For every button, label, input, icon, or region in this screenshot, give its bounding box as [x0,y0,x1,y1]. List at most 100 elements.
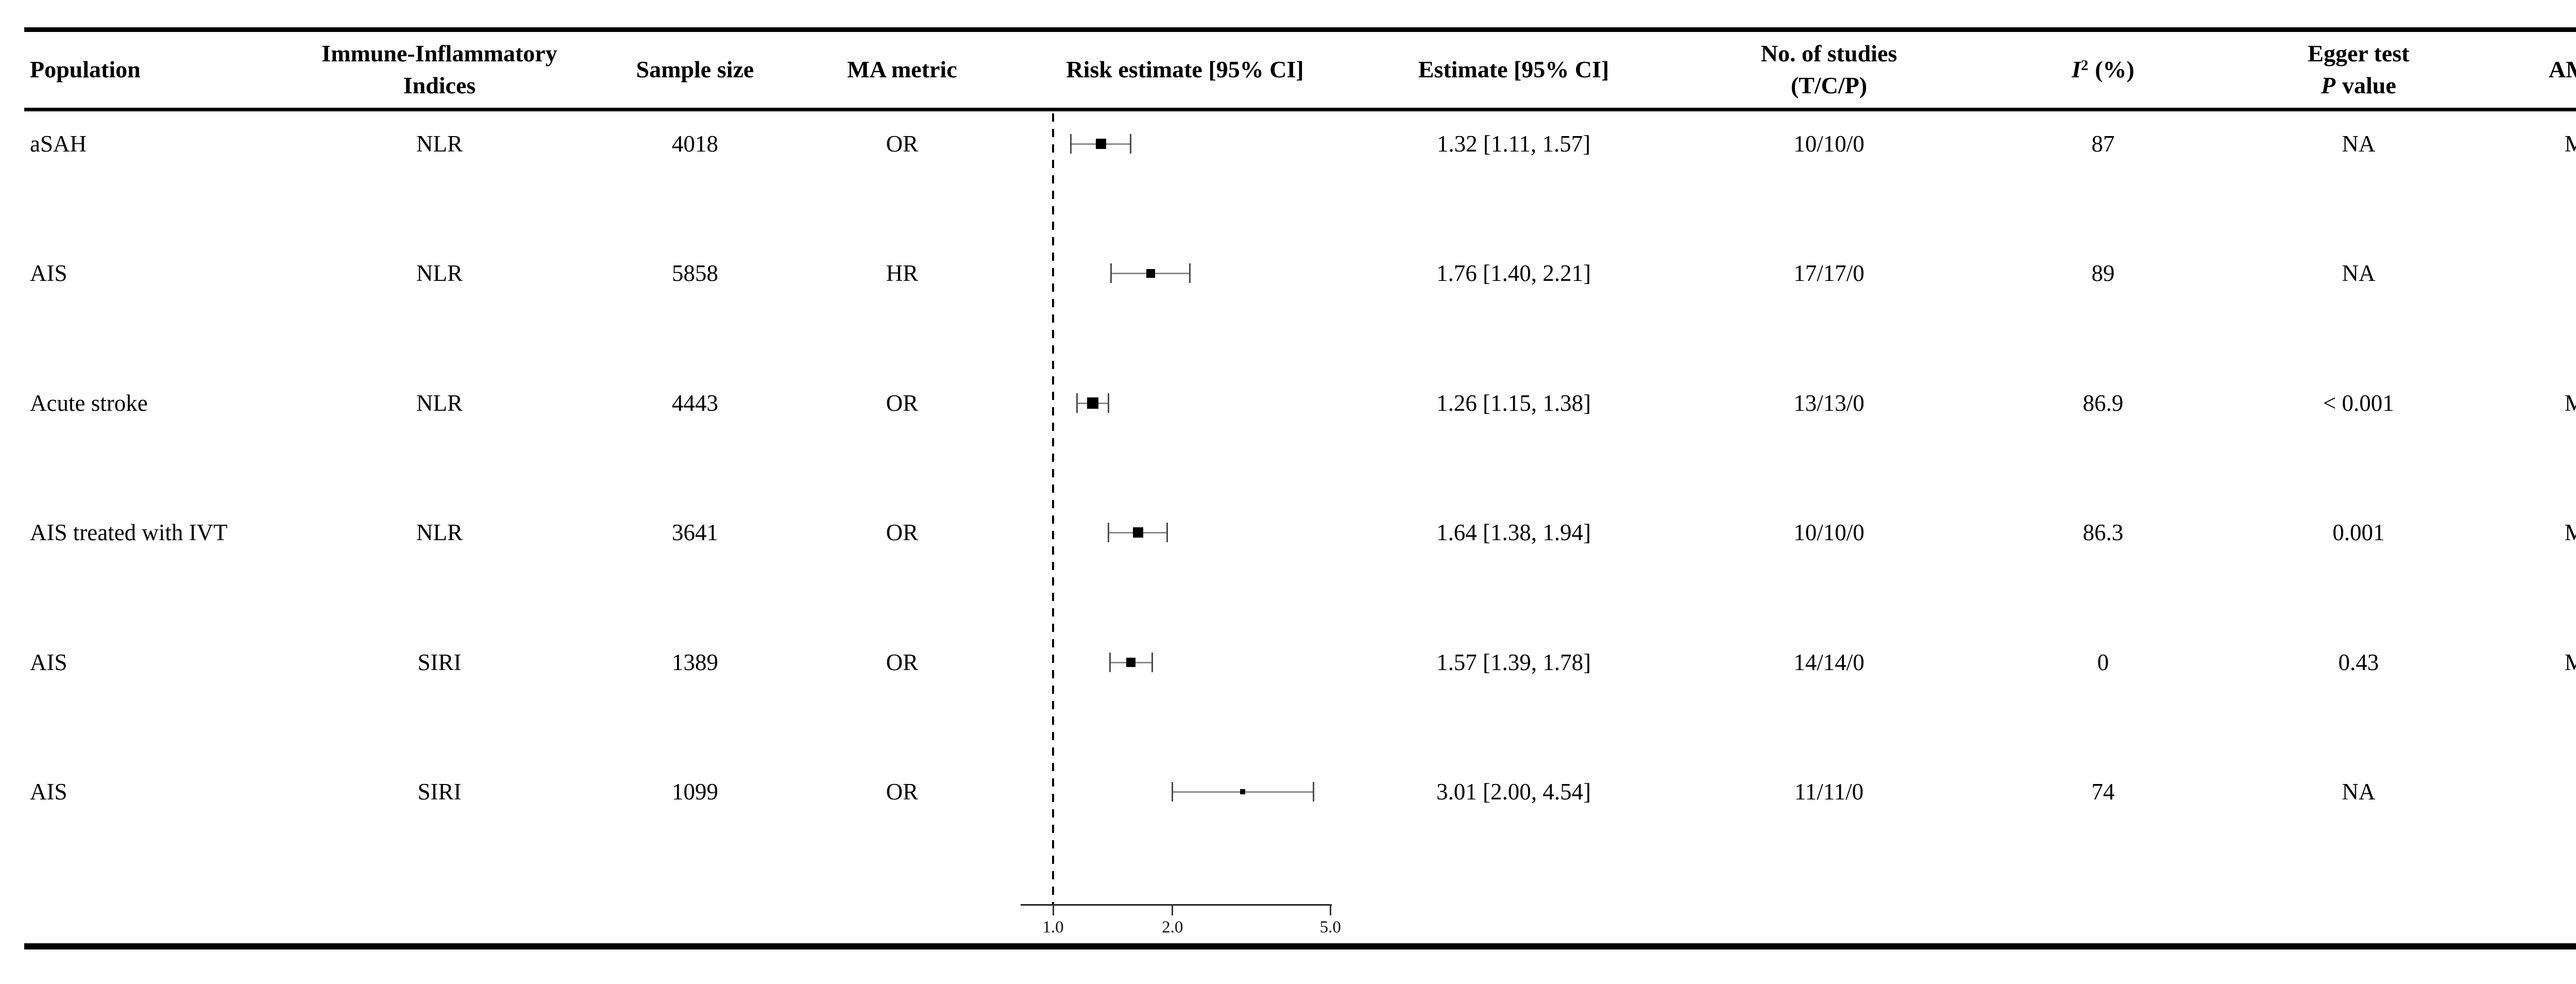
column-header-ma-metric: MA metric [847,56,957,82]
ci-cap-left [1109,653,1111,672]
cell-index: SIRI [417,779,462,805]
cell-ma-metric: OR [886,779,919,805]
cell-sample-size: 1389 [672,649,718,675]
column-header-risk-estimate: Risk estimate [95% CI] [1066,56,1304,82]
cell-studies: 14/14/0 [1793,649,1865,675]
point-estimate-square [1133,527,1144,538]
cell-estimate: 1.57 [1.39, 1.78] [1436,649,1591,675]
cell-studies: 17/17/0 [1793,260,1865,286]
point-estimate-square [1126,658,1136,667]
x-axis-tick-label: 1.0 [1042,918,1064,937]
cell-studies: 13/13/0 [1793,390,1865,416]
cell-population: AIS [30,260,67,286]
cell-sample-size: 4018 [672,131,718,157]
cell-egger-p: NA [2342,131,2376,157]
cell-sample-size: 4443 [672,390,718,416]
cell-estimate: 1.64 [1.38, 1.94] [1436,520,1591,545]
ci-cap-right [1189,263,1191,283]
cell-population: AIS [30,779,67,805]
cell-index: SIRI [417,649,462,675]
cell-population: AIS treated with IVT [30,520,228,545]
cell-studies: 10/10/0 [1793,520,1865,545]
cell-egger-p: 0.001 [2332,520,2385,545]
ci-cap-right [1130,134,1132,154]
cell-sample-size: 5858 [672,260,718,286]
cell-amstar: Moderate [2564,520,2576,545]
reference-line [1052,113,1054,905]
ci-cap-left [1172,782,1174,802]
cell-ma-metric: OR [886,520,919,545]
cell-population: Acute stroke [30,390,148,416]
x-axis-tick-label: 5.0 [1319,918,1341,937]
cell-egger-p: < 0.001 [2323,390,2394,416]
cell-population: AIS [30,649,67,675]
column-header-estimate: Estimate [95% CI] [1418,56,1609,82]
forest-marker [0,387,2576,419]
cell-egger-p: NA [2342,779,2376,805]
ci-cap-left [1110,263,1112,283]
x-axis-tick-label: 2.0 [1162,918,1183,937]
column-header-amstar-2: AMSTAR-2 [2548,56,2576,82]
forest-marker [0,516,2576,548]
ci-cap-right [1151,653,1154,672]
table-row: AIS SIRI 1099 OR 3.01 [2.00, 4.54] 11/11… [0,776,2576,808]
cell-estimate: 1.32 [1.11, 1.57] [1436,131,1591,157]
column-header-no-of-studies: No. of studies (T/C/P) [1760,40,1897,98]
cell-i-squared: 74 [2091,779,2115,805]
cell-studies: 11/11/0 [1794,779,1864,805]
x-axis-tick [1329,904,1331,915]
table-bottom-border [24,943,2576,949]
ci-cap-right [1108,393,1110,413]
table-row: AIS SIRI 1389 OR 1.57 [1.39, 1.78] 14/14… [0,646,2576,678]
x-axis-tick [1052,904,1054,915]
cell-index: NLR [416,390,463,416]
column-header-indices: Immune-Inflammatory Indices [321,40,557,98]
cell-i-squared: 89 [2091,260,2115,286]
cell-population: aSAH [30,131,87,157]
header-divider [24,108,2576,111]
cell-amstar: Moderate [2564,131,2576,157]
cell-sample-size: 3641 [672,520,718,545]
cell-amstar: Moderate [2564,649,2576,675]
cell-estimate: 3.01 [2.00, 4.54] [1436,779,1591,805]
point-estimate-square [1087,397,1099,409]
forest-marker [0,646,2576,678]
column-header-i-squared: I2 (%) [2072,56,2134,82]
table-row: AIS treated with IVT NLR 3641 OR 1.64 [1… [0,516,2576,548]
cell-i-squared: 87 [2091,131,2115,157]
cell-index: NLR [416,260,463,286]
cell-i-squared: 86.3 [2082,520,2124,545]
column-header-population: Population [30,56,141,82]
column-header-sample-size: Sample size [636,56,754,82]
forest-marker [0,257,2576,289]
ci-cap-right [1166,523,1168,542]
cell-index: NLR [416,131,463,157]
forest-marker [0,128,2576,160]
cell-estimate: 1.76 [1.40, 2.21] [1436,260,1591,286]
table-row: AIS NLR 5858 HR 1.76 [1.40, 2.21] 17/17/… [0,257,2576,289]
cell-sample-size: 1099 [672,779,718,805]
ci-cap-left [1108,523,1110,542]
table-row: aSAH NLR 4018 OR 1.32 [1.11, 1.57] 10/10… [0,128,2576,160]
cell-i-squared: 0 [2097,649,2109,675]
forest-marker [0,776,2576,808]
cell-studies: 10/10/0 [1793,131,1865,157]
ci-cap-left [1076,393,1078,413]
ci-cap-right [1313,782,1315,802]
cell-ma-metric: OR [886,131,919,157]
cell-egger-p: 0.43 [2338,649,2379,675]
cell-index: NLR [416,520,463,545]
point-estimate-square [1095,139,1106,149]
cell-estimate: 1.26 [1.15, 1.38] [1436,390,1591,416]
point-estimate-square [1146,269,1155,278]
ci-cap-left [1070,134,1072,154]
x-axis-line [1021,904,1332,906]
point-estimate-square [1240,789,1246,794]
cell-egger-p: NA [2342,260,2376,286]
table-top-border [24,27,2576,32]
table-row: Acute stroke NLR 4443 OR 1.26 [1.15, 1.3… [0,387,2576,419]
cell-amstar: Moderate [2564,390,2576,416]
cell-i-squared: 86.9 [2082,390,2124,416]
